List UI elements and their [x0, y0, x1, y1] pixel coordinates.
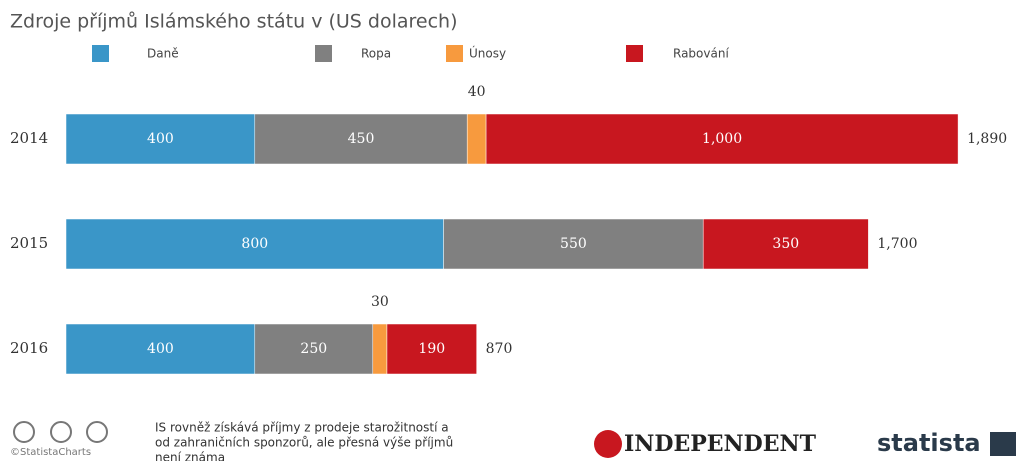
legend-swatch [446, 45, 463, 62]
total-label: 1,890 [967, 131, 1007, 147]
bar-segment [254, 113, 468, 165]
bar-segment [254, 323, 374, 375]
legend-label: Rabování [673, 47, 729, 61]
value-label: 1,000 [702, 131, 742, 147]
value-label: 800 [241, 236, 268, 252]
bar-segment [466, 113, 487, 165]
credit: ©StatistaCharts [10, 447, 91, 458]
brand-logo [990, 432, 1016, 456]
bar-segment [702, 218, 869, 270]
bar-segment [65, 218, 444, 270]
category-label: 2014 [10, 129, 48, 147]
bar-segment [65, 323, 256, 375]
brand: statista [877, 429, 981, 457]
category-label: 2015 [10, 234, 48, 252]
value-label: 450 [348, 131, 375, 147]
note-line: není známa [155, 451, 225, 461]
chart-title: Zdroje příjmů Islámského státu v (US dol… [10, 11, 458, 33]
category-label: 2016 [10, 339, 48, 357]
value-label: 400 [147, 131, 174, 147]
value-label: 400 [147, 341, 174, 357]
note-line: IS rovněž získává příjmy z prodeje staro… [155, 421, 449, 435]
publisher-logo [594, 430, 622, 458]
bar-segment [443, 218, 704, 270]
legend-label: Únosy [469, 46, 506, 61]
total-label: 1,700 [877, 236, 917, 252]
legend-label: Daně [147, 47, 179, 61]
legend-label: Ropa [361, 47, 391, 61]
legend-swatch [315, 45, 332, 62]
total-label: 870 [486, 341, 513, 357]
legend-swatch [626, 45, 643, 62]
legend-swatch [92, 45, 109, 62]
publisher: INDEPENDENT [624, 431, 817, 457]
bar-segment [485, 113, 959, 165]
bar-segment [65, 113, 256, 165]
value-label: 350 [772, 236, 799, 252]
value-label: 250 [300, 341, 327, 357]
value-label: 40 [468, 84, 486, 100]
value-label: 30 [371, 294, 389, 310]
value-label: 190 [418, 341, 445, 357]
bar-segment [372, 323, 388, 375]
bar-segment [386, 323, 477, 375]
cc-icons [13, 421, 108, 443]
value-label: 550 [560, 236, 587, 252]
note-line: od zahraničních sponzorů, ale přesná výš… [155, 436, 453, 450]
